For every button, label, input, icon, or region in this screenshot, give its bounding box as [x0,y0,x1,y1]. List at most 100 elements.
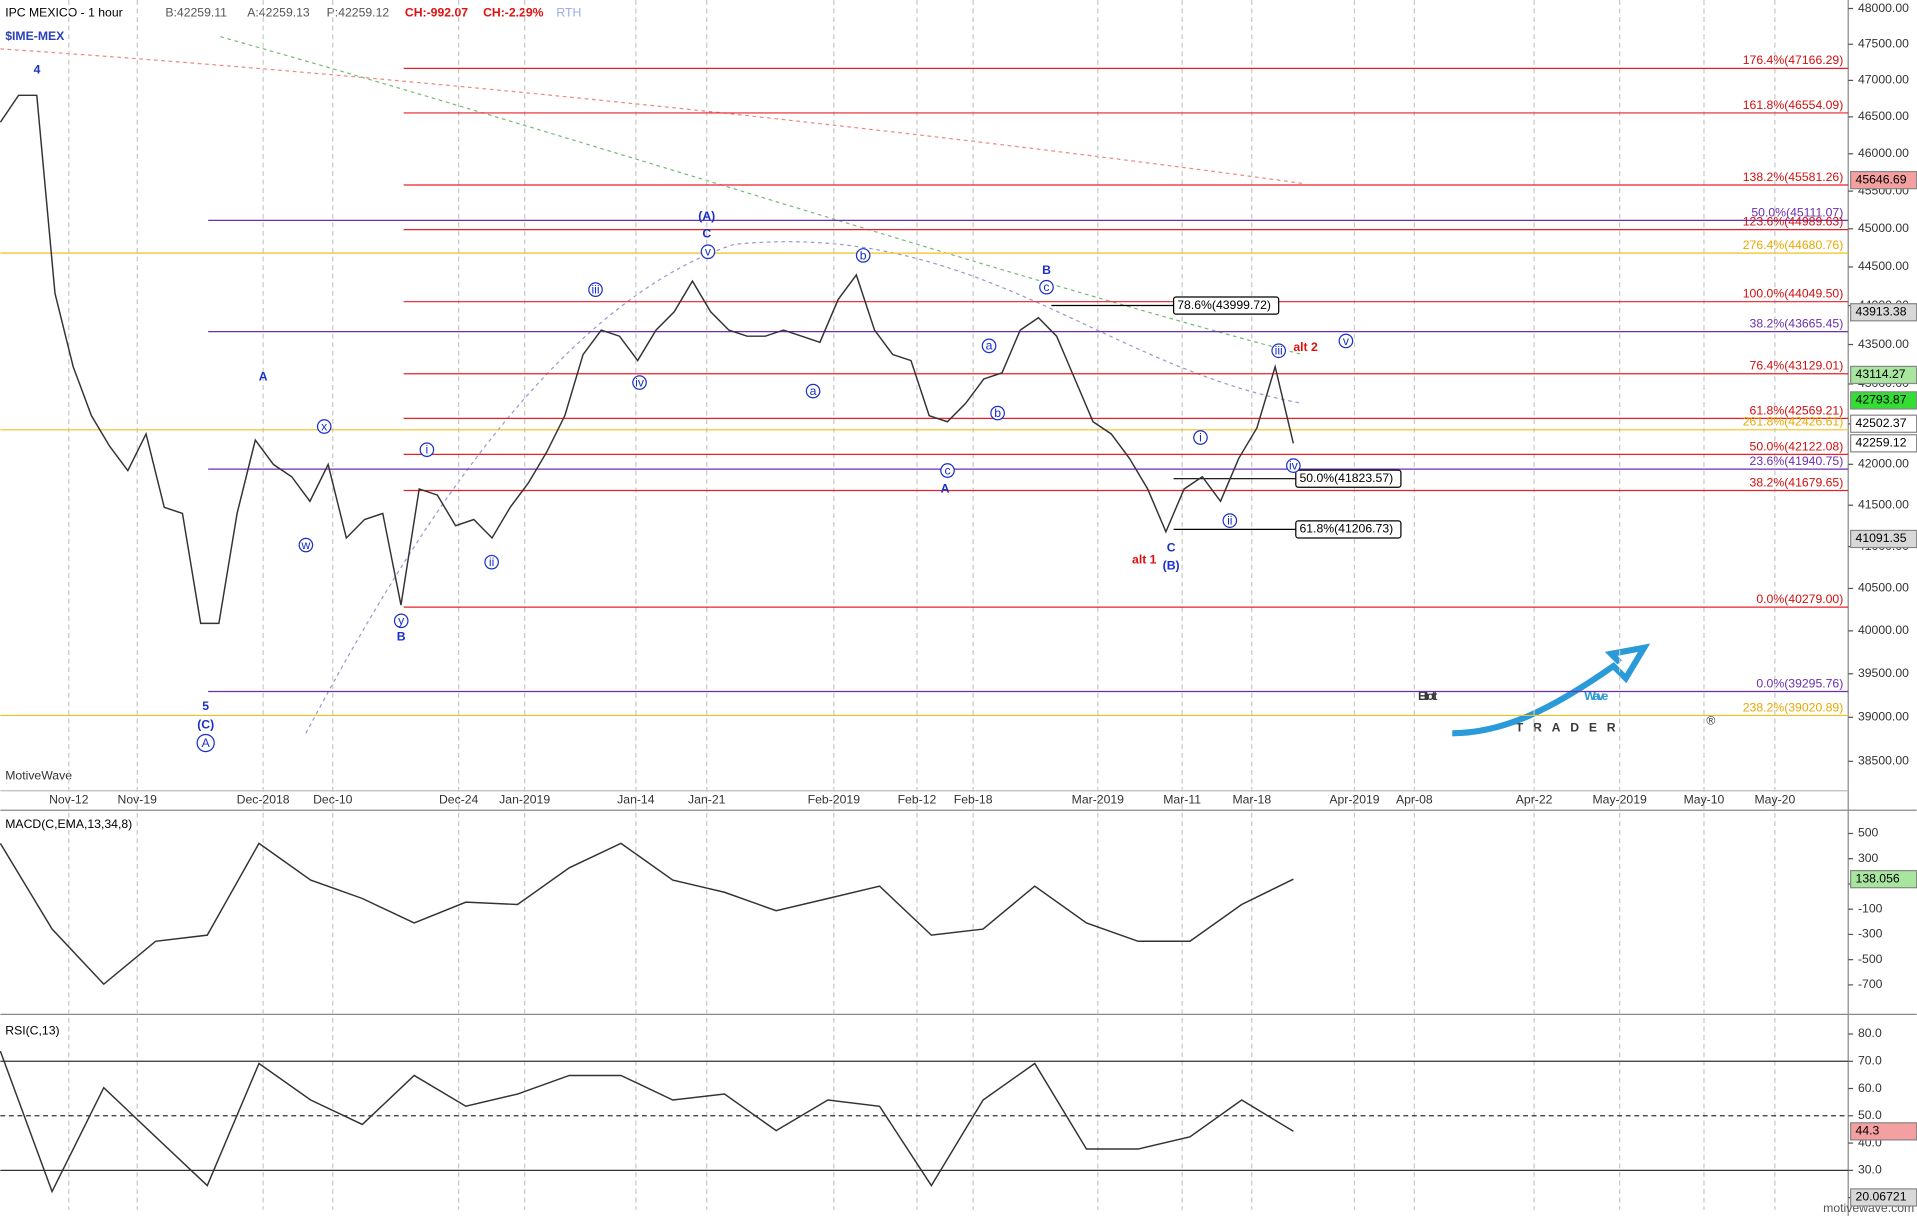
fib-label: 176.4%(47166.29) [1743,53,1844,67]
bid: B:42259.11 [165,6,227,20]
wave-label: b [994,406,1001,420]
wave-circle [1271,343,1287,359]
price-tag-label: 41091.35 [1856,531,1907,545]
wave-label: B [397,630,406,644]
wave-label: v [705,245,712,259]
wave-circle [298,537,314,553]
wave-label: iii [1275,344,1283,358]
x-tick-label: May-2019 [1592,793,1647,807]
wave-label: 4 [34,63,41,77]
wave-circle [855,248,871,263]
x-tick-label: Feb-2019 [808,793,861,807]
y-tick-label: 46500.00 [1858,109,1909,123]
wave-circle [1039,279,1054,295]
panel-title: MACD(C,EMA,13,34,8) [5,817,132,831]
y-tick-label: 47000.00 [1858,73,1909,87]
wave-label: c [944,463,950,477]
wave-label: i [426,443,429,457]
logo-sub: TRADER [1516,721,1626,735]
retrace-label: 78.6%(43999.72) [1177,298,1271,312]
wave-circle [632,375,647,390]
wave-circle [700,244,716,260]
change-pct: CH:-2.29% [483,6,544,20]
wave-circle [484,554,499,570]
retrace-box [1172,296,1280,315]
y-tick-label: 38500.00 [1858,754,1909,768]
price-line [0,842,1294,986]
y-tick-label: 40000.00 [1858,623,1909,637]
y-tick-label: 80.0 [1858,1026,1882,1040]
wave-circle [316,419,332,434]
fib-label: 0.0%(39295.76) [1756,676,1843,690]
x-tick-label: Nov-12 [49,793,89,807]
y-tick-label: 60.0 [1858,1081,1882,1095]
wave-circle [588,282,603,297]
x-tick-label: Jan-14 [617,793,655,807]
y-tick-label: -500 [1858,952,1883,966]
wave-label: 5 [202,699,209,713]
wave-circle [1222,513,1238,528]
y-tick-label: 44500.00 [1858,259,1909,273]
wave-circle [1338,333,1354,349]
price-tag-label: 42793.87 [1856,393,1907,407]
y-tick-label: 30.0 [1858,1163,1882,1177]
wave-circle [805,383,821,399]
wave-label: A [941,482,950,496]
price-tag-label: 43913.38 [1856,304,1907,318]
wave-label: iv [635,375,645,389]
wave-label: x [321,419,327,433]
x-tick-label: Apr-08 [1396,793,1433,807]
wave-label: w [300,538,310,552]
y-tick-label: 50.0 [1858,1108,1882,1122]
fib-label: 0.0%(40279.00) [1756,592,1843,606]
y-tick-label: 41500.00 [1858,497,1909,511]
wave-label: c [1043,280,1049,294]
fib-label: 138.2%(45581.26) [1743,170,1844,184]
x-tick-label: Mar-18 [1232,793,1271,807]
wave-label: i [1199,430,1202,444]
x-tick-label: Apr-2019 [1329,793,1379,807]
wave-label: B [1042,263,1051,277]
wave-circle [990,405,1005,421]
y-tick-label: 39500.00 [1858,666,1909,680]
retrace-label: 61.8%(41206.73) [1299,522,1393,536]
fib-label: 38.2%(41679.65) [1750,475,1844,489]
wave-label: (B) [1163,559,1180,573]
price-tag-label: 138.056 [1856,871,1900,885]
price-tag-label: 42502.37 [1856,416,1907,430]
fib-label: 50.0%(42122.08) [1750,439,1844,453]
y-tick-label: -100 [1858,901,1883,915]
wave-label: a [986,339,993,353]
wave-circle [419,442,435,458]
wave-label: (C) [197,718,214,732]
wave-label: ii [1227,513,1232,527]
price-tag-label: 43114.27 [1856,367,1906,381]
wave-label: alt 2 [1293,340,1318,354]
fib-label: 38.2%(43665.45) [1750,316,1844,330]
wave-label: b [860,248,867,262]
wave-label: ii [489,555,494,569]
price-line [0,94,1295,625]
wave-label: iv [1289,458,1299,472]
wave-circle [1286,458,1301,473]
logo-word: Elliott [1418,689,1437,703]
x-tick-label: Dec-10 [313,793,353,807]
symbol-name: IPC MEXICO - 1 hour [5,6,122,20]
x-tick-label: May-10 [1684,793,1725,807]
y-tick-label: 42000.00 [1858,457,1909,471]
watermark: MotiveWave [5,768,72,782]
price-tag-label: 20.06721 [1856,1190,1907,1204]
session: RTH [556,6,581,20]
y-tick-label: 46000.00 [1858,146,1909,160]
x-tick-label: Nov-19 [118,793,158,807]
wave-circle [940,463,955,478]
y-tick-label: 43500.00 [1858,337,1909,351]
x-tick-label: Dec-24 [439,793,479,807]
price-tag-label: 44.3 [1856,1124,1880,1138]
moving-average [220,36,1303,356]
price-tag-label: 45646.69 [1856,172,1907,186]
wave-label: A [202,736,211,750]
wave-label: C [1167,540,1176,554]
